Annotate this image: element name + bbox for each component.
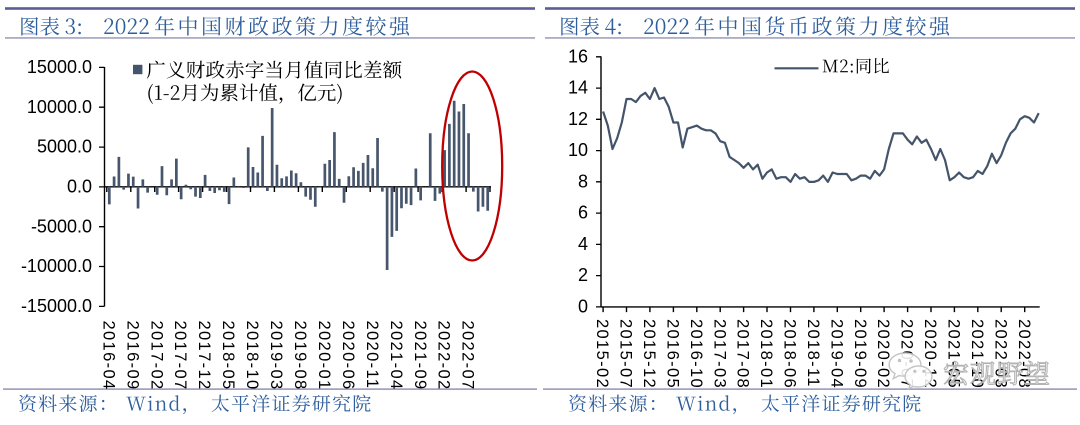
svg-text:2015-07: 2015-07: [617, 319, 635, 389]
svg-text:14: 14: [568, 78, 588, 98]
svg-text:2020-06: 2020-06: [339, 321, 357, 391]
svg-text:12: 12: [568, 109, 588, 129]
svg-text:15000.0: 15000.0: [27, 57, 92, 77]
svg-text:2: 2: [578, 265, 588, 285]
svg-text:2018-01: 2018-01: [757, 319, 775, 389]
svg-text:2017-08: 2017-08: [734, 319, 752, 389]
svg-text:-5000.0: -5000.0: [31, 216, 92, 236]
svg-text:10: 10: [568, 140, 588, 160]
svg-text:2019-09: 2019-09: [851, 319, 869, 389]
svg-text:2021-10: 2021-10: [968, 319, 986, 389]
svg-text:2016-09: 2016-09: [123, 321, 141, 391]
svg-text:2016-04: 2016-04: [99, 321, 117, 391]
svg-text:16: 16: [568, 46, 588, 66]
svg-text:5000.0: 5000.0: [37, 137, 92, 157]
svg-text:2018-05: 2018-05: [219, 321, 237, 391]
svg-text:2015-02: 2015-02: [593, 319, 611, 389]
svg-text:2016-10: 2016-10: [687, 319, 705, 389]
svg-text:2019-04: 2019-04: [827, 319, 845, 389]
svg-text:2019-08: 2019-08: [291, 321, 309, 391]
svg-text:10000.0: 10000.0: [27, 97, 92, 117]
svg-text:2021-05: 2021-05: [945, 319, 963, 389]
svg-text:2017-03: 2017-03: [710, 319, 728, 389]
svg-text:-15000.0: -15000.0: [21, 296, 92, 316]
svg-text:2015-12: 2015-12: [640, 319, 658, 389]
svg-text:0: 0: [578, 297, 588, 317]
svg-text:2020-01: 2020-01: [315, 321, 333, 391]
svg-text:2018-10: 2018-10: [243, 321, 261, 391]
svg-text:4: 4: [578, 234, 588, 254]
svg-text:2017-02: 2017-02: [147, 321, 165, 391]
svg-text:2018-06: 2018-06: [781, 319, 799, 389]
svg-text:2018-11: 2018-11: [804, 319, 822, 388]
svg-text:2017-12: 2017-12: [195, 321, 213, 391]
svg-text:2020-11: 2020-11: [363, 321, 381, 390]
svg-text:6: 6: [578, 203, 588, 223]
svg-text:2021-04: 2021-04: [387, 321, 405, 391]
svg-text:2022-08: 2022-08: [1015, 319, 1033, 389]
svg-text:2022-02: 2022-02: [435, 321, 453, 391]
svg-text:2022-03: 2022-03: [991, 319, 1009, 389]
svg-text:2016-05: 2016-05: [664, 319, 682, 389]
svg-text:-10000.0: -10000.0: [21, 256, 92, 276]
svg-text:2017-07: 2017-07: [171, 321, 189, 391]
svg-text:2021-09: 2021-09: [411, 321, 429, 391]
svg-text:0.0: 0.0: [67, 177, 92, 197]
svg-text:2019-03: 2019-03: [267, 321, 285, 391]
svg-text:2022-07: 2022-07: [459, 321, 477, 391]
svg-text:2020-02: 2020-02: [874, 319, 892, 389]
svg-text:8: 8: [578, 171, 588, 191]
